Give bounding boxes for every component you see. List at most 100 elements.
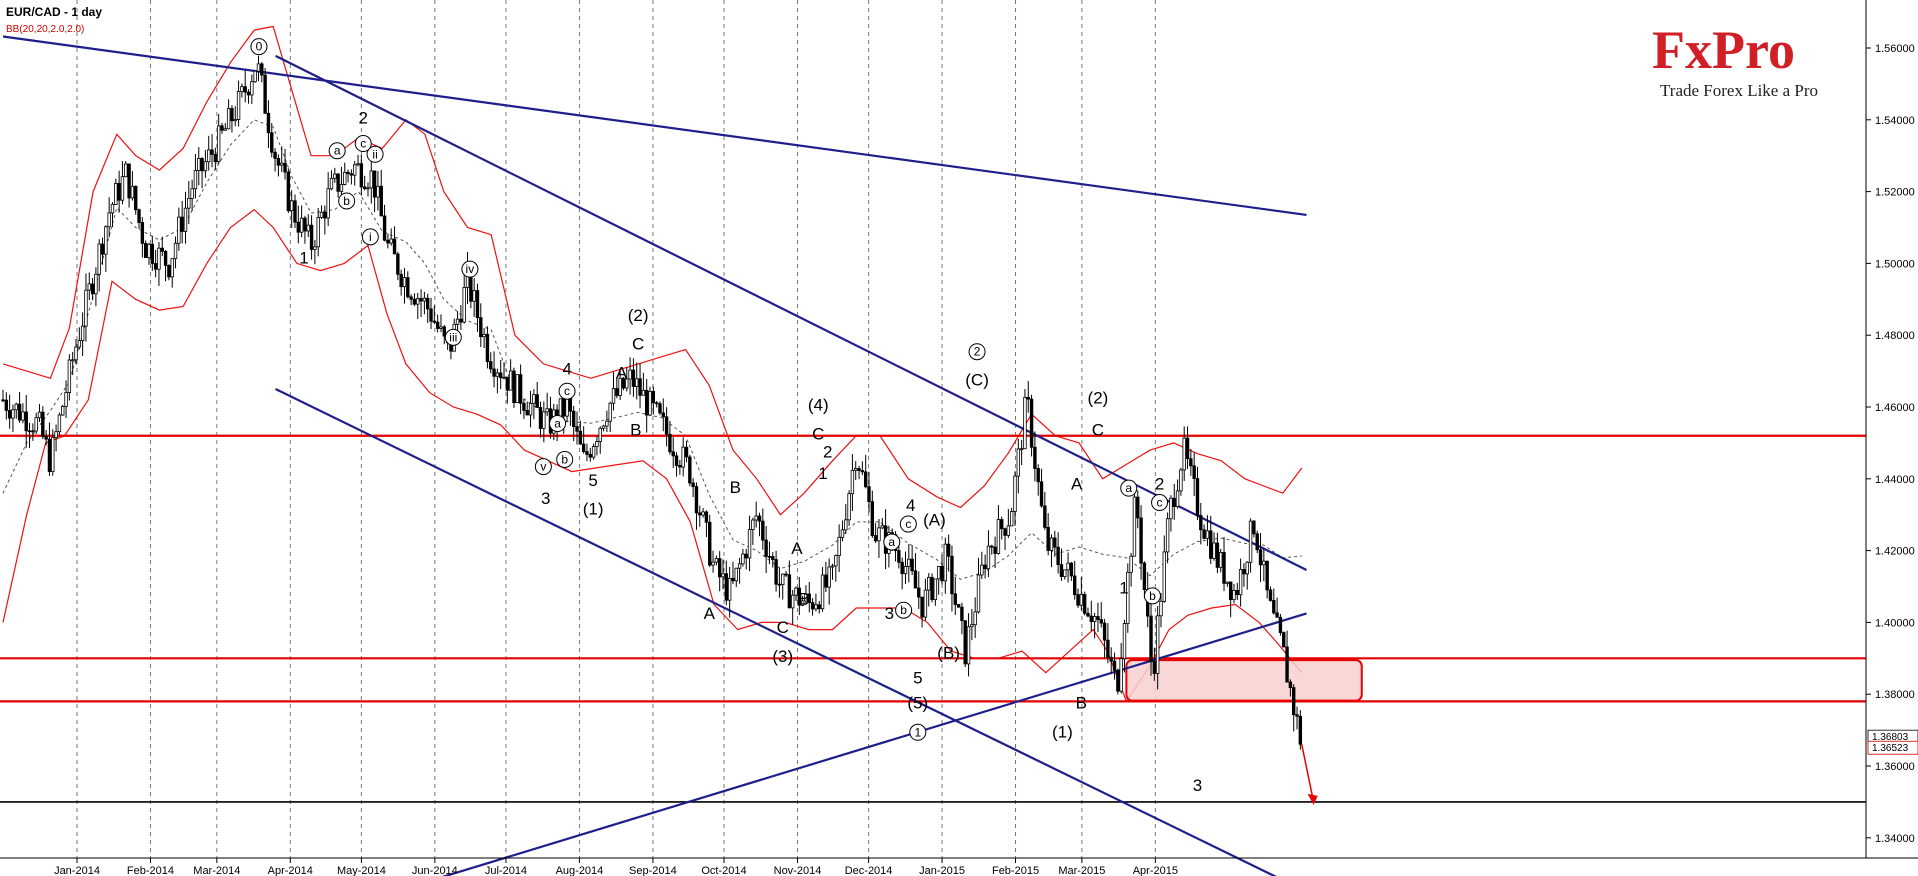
candle-body: [1099, 619, 1103, 624]
candle-body: [595, 441, 599, 447]
candle-body: [820, 574, 825, 610]
candle-body: [721, 573, 725, 578]
wave-label: a: [1125, 481, 1132, 495]
candle-body: [283, 162, 287, 173]
candle-body: [14, 403, 18, 411]
candle-body: [210, 149, 214, 155]
candle-body: [877, 527, 881, 542]
candle-body: [976, 574, 981, 613]
candle-body: [1136, 496, 1140, 519]
bollinger-bands: [2, 25, 1303, 703]
candle-body: [97, 243, 101, 275]
x-tick-label: Nov-2014: [774, 865, 822, 876]
candle-body: [863, 471, 868, 488]
candle-body: [1292, 687, 1296, 716]
candle-body: [717, 558, 722, 578]
candle-body: [157, 247, 161, 270]
candle-body: [243, 86, 247, 93]
candle-body: [854, 468, 858, 471]
candle-body: [1252, 520, 1256, 535]
candle-body: [323, 211, 327, 219]
candle-body: [286, 171, 291, 212]
candle-body: [688, 456, 692, 484]
candle-body: [432, 320, 437, 323]
candle-body: [996, 519, 1001, 554]
candle-body: [598, 427, 602, 442]
wave-label: a: [334, 144, 341, 158]
y-tick-label: 1.54000: [1875, 115, 1915, 127]
bollinger-middle: [2, 119, 1302, 580]
candle-body: [1195, 478, 1200, 516]
candle-body: [512, 370, 516, 404]
candle-body: [1258, 549, 1263, 566]
candle-body: [482, 333, 486, 338]
candle-body: [731, 577, 735, 582]
candle-body: [790, 594, 795, 609]
candle-body: [349, 173, 354, 176]
candle-body: [316, 216, 320, 248]
candle-body: [11, 409, 15, 419]
candle-body: [784, 573, 788, 576]
candle-body: [61, 406, 65, 416]
candle-body: [668, 433, 672, 453]
wave-label: 2: [974, 345, 981, 359]
candle-body: [190, 188, 194, 199]
candle-body: [1209, 530, 1213, 559]
candle-body: [329, 177, 334, 190]
x-tick-label: May-2014: [337, 865, 386, 876]
candle-body: [860, 470, 865, 473]
wave-label: B: [798, 589, 809, 608]
candle-body: [1109, 656, 1113, 662]
candle-body: [1275, 612, 1279, 618]
candle-body: [625, 378, 629, 389]
candle-body: [51, 437, 55, 472]
x-tick-label: Aug-2014: [556, 865, 604, 876]
wave-label: 2: [823, 442, 832, 461]
candle-body: [950, 555, 954, 595]
candle-body: [618, 377, 622, 396]
candle-body: [309, 224, 314, 250]
candle-body: [963, 620, 967, 665]
candle-body: [153, 263, 158, 270]
candle-body: [1122, 623, 1127, 660]
candle-body: [1155, 615, 1160, 674]
candle-body: [439, 326, 443, 329]
candle-body: [1162, 551, 1166, 602]
candle-body: [90, 283, 95, 295]
candle-body: [615, 388, 619, 396]
candle-body: [621, 377, 626, 389]
candle-body: [1039, 481, 1044, 507]
wave-label: (2): [628, 306, 649, 325]
breakout-zone-rect: [1125, 659, 1363, 702]
wave-label: b: [1149, 589, 1156, 603]
wave-label: 2: [359, 108, 368, 127]
wave-label: (B): [937, 643, 960, 662]
candle-body: [814, 604, 818, 610]
candle-body: [585, 451, 589, 455]
candle-body: [1033, 446, 1037, 469]
x-tick-label: Feb-2015: [992, 865, 1039, 876]
candle-body: [927, 576, 931, 591]
candle-body: [936, 565, 941, 580]
candle-body: [917, 587, 921, 598]
candle-body: [1023, 397, 1027, 450]
candle-body: [970, 624, 974, 628]
wave-circle: [534, 458, 552, 476]
candle-body: [734, 567, 738, 582]
candle-body: [1132, 496, 1137, 557]
projection-arrowhead: [1307, 793, 1318, 805]
candle-body: [724, 573, 729, 601]
x-tick-label: Jan-2014: [54, 865, 100, 876]
wave-labels: 012abciiiiviii4cabv35(1)(2)CABBAABC(3)(4…: [250, 38, 1202, 795]
candle-body: [289, 200, 294, 212]
candle-body: [1149, 615, 1153, 662]
candle-body: [708, 521, 712, 566]
candle-body: [1185, 437, 1190, 460]
candle-body: [873, 535, 878, 542]
candle-body: [489, 361, 493, 370]
wave-label: A: [616, 363, 628, 382]
y-tick-label: 1.52000: [1875, 187, 1915, 199]
candle-body: [1238, 569, 1243, 596]
candle-body: [515, 374, 519, 404]
wave-label: 4: [562, 360, 571, 379]
